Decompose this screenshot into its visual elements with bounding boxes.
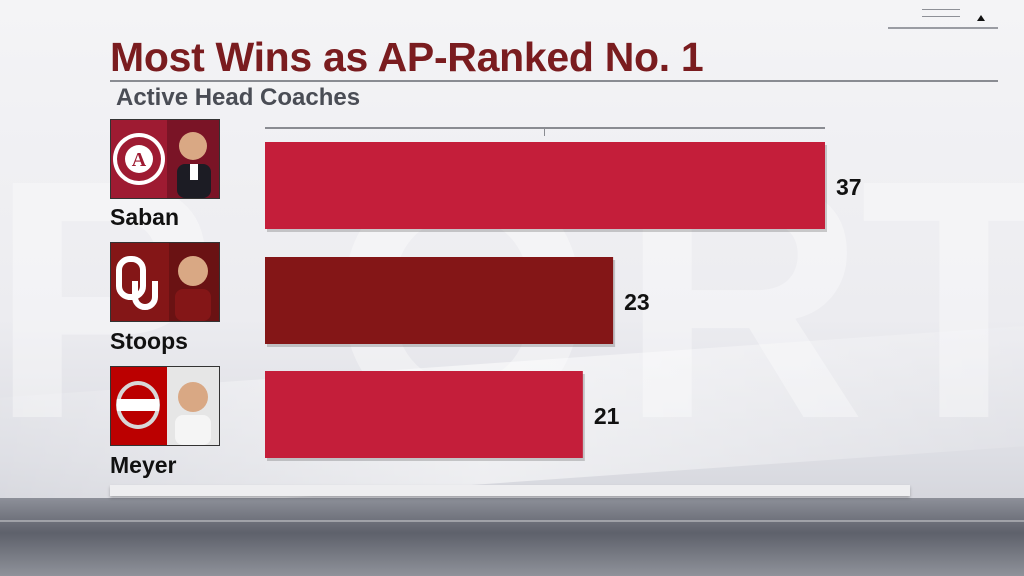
chart-title: Most Wins as AP-Ranked No. 1 — [110, 34, 704, 80]
ohio-state-logo-icon — [110, 366, 220, 446]
x-axis-line — [265, 127, 825, 129]
value-label-stoops: 23 — [624, 289, 650, 315]
bar-meyer — [265, 371, 583, 458]
top-right-divider — [888, 27, 998, 29]
floor-band — [0, 498, 1024, 576]
coach-name-saban: Saban — [110, 204, 180, 230]
floor-highlight — [0, 520, 1024, 522]
value-label-meyer: 21 — [593, 403, 620, 429]
up-arrow-icon[interactable] — [977, 15, 985, 21]
menu-lines-icon[interactable] — [922, 9, 960, 23]
coach-name-stoops: Stoops — [110, 328, 188, 354]
coach-name-meyer: Meyer — [110, 452, 177, 478]
bar-saban — [265, 142, 825, 229]
alabama-logo-icon: A — [110, 119, 220, 199]
value-label-saban: 37 — [836, 174, 862, 200]
bar-stoops — [265, 257, 614, 344]
oklahoma-logo-icon — [110, 242, 220, 322]
chart-subtitle: Active Head Coaches — [116, 84, 361, 111]
svg-text:A: A — [132, 149, 147, 171]
x-axis-tick — [544, 129, 545, 136]
title-rule — [110, 80, 998, 82]
chart-baseline-bar — [110, 485, 910, 496]
